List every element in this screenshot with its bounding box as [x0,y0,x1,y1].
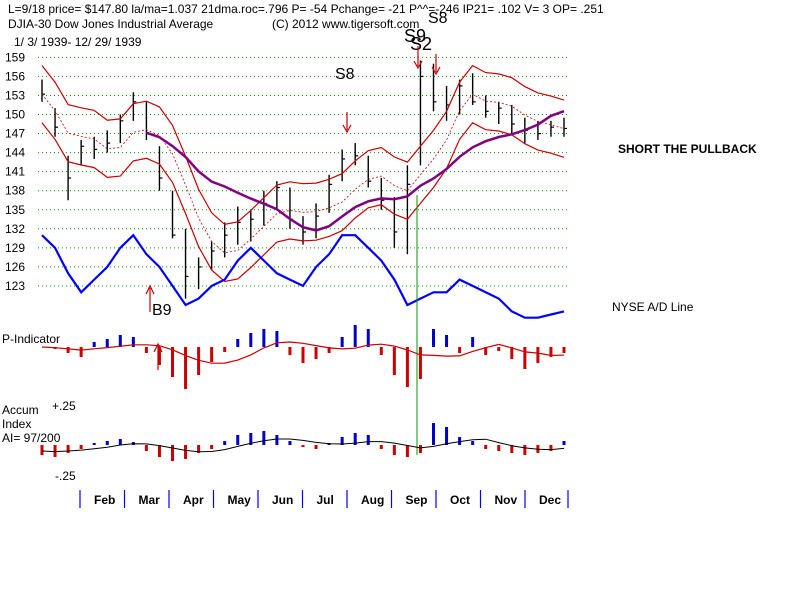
signal-s9-sep: S9 [404,26,426,46]
month-label-oct: Oct [450,493,470,507]
month-label-mar: Mar [139,493,161,507]
date-range: 1/ 3/ 1939- 12/ 29/ 1939 [14,35,142,49]
price-tick-label: 156 [5,69,25,83]
lower-band [41,122,565,283]
signal-arrow-s2 [431,54,441,76]
price-tick-label: 135 [5,203,25,217]
center-band [41,93,565,254]
moving-average-line [145,110,565,232]
price-tick-label: 147 [5,127,25,141]
nyse-ad-label: NYSE A/D Line [612,300,694,314]
month-label-jul: Jul [317,493,334,507]
price-tick-label: 129 [5,241,25,255]
signal-b9-mar: B9 [152,302,172,319]
signal-s8-jul: S8 [335,66,355,83]
price-tick-label: 159 [5,50,25,64]
price-tick-label: 132 [5,222,25,236]
month-label-aug: Aug [361,493,384,507]
p-indicator-label: P-Indicator [2,332,61,346]
month-label-apr: Apr [183,493,204,507]
signal-s8-sep: S8 [428,10,448,27]
month-label-sep: Sep [406,493,428,507]
copyright: (C) 2012 www.tigersoft.com [272,17,420,31]
price-tick-label: 126 [5,260,25,274]
accum-label-1: Accum [2,403,39,417]
price-tick-label: 153 [5,88,25,102]
month-label-dec: Dec [539,493,561,507]
signal-arrow-s9 [413,46,423,70]
chart-title: DJIA-30 Dow Jones Industrial Average [8,17,214,31]
p-indicator-ma [41,341,565,364]
signal-arrow-s8-jul [342,112,352,134]
month-label-may: May [228,493,252,507]
accum-label-3: AI= 97/200 [2,431,61,445]
price-tick-label: 141 [5,165,25,179]
month-label-nov: Nov [495,493,518,507]
upper-band [41,64,565,226]
short-pullback-note: SHORT THE PULLBACK [618,142,757,156]
signal-arrow-b9-p [153,342,163,370]
accum-ma [41,438,565,453]
accum-tick-upper: +.25 [52,399,76,413]
month-label-jun: Jun [272,493,293,507]
signal-arrow-b9 [145,284,155,312]
ad-line [41,233,565,319]
signal-s2-sep: S2 [410,34,432,54]
price-tick-label: 138 [5,184,25,198]
price-tick-label: 144 [5,146,25,160]
price-tick-label: 150 [5,108,25,122]
month-label-feb: Feb [94,493,115,507]
header-stats: L=9/18 price= $147.80 la/ma=1.037 21dma.… [8,2,604,16]
accum-label-2: Index [2,417,32,431]
accum-tick-lower: -.25 [55,469,76,483]
price-tick-label: 123 [5,279,25,293]
